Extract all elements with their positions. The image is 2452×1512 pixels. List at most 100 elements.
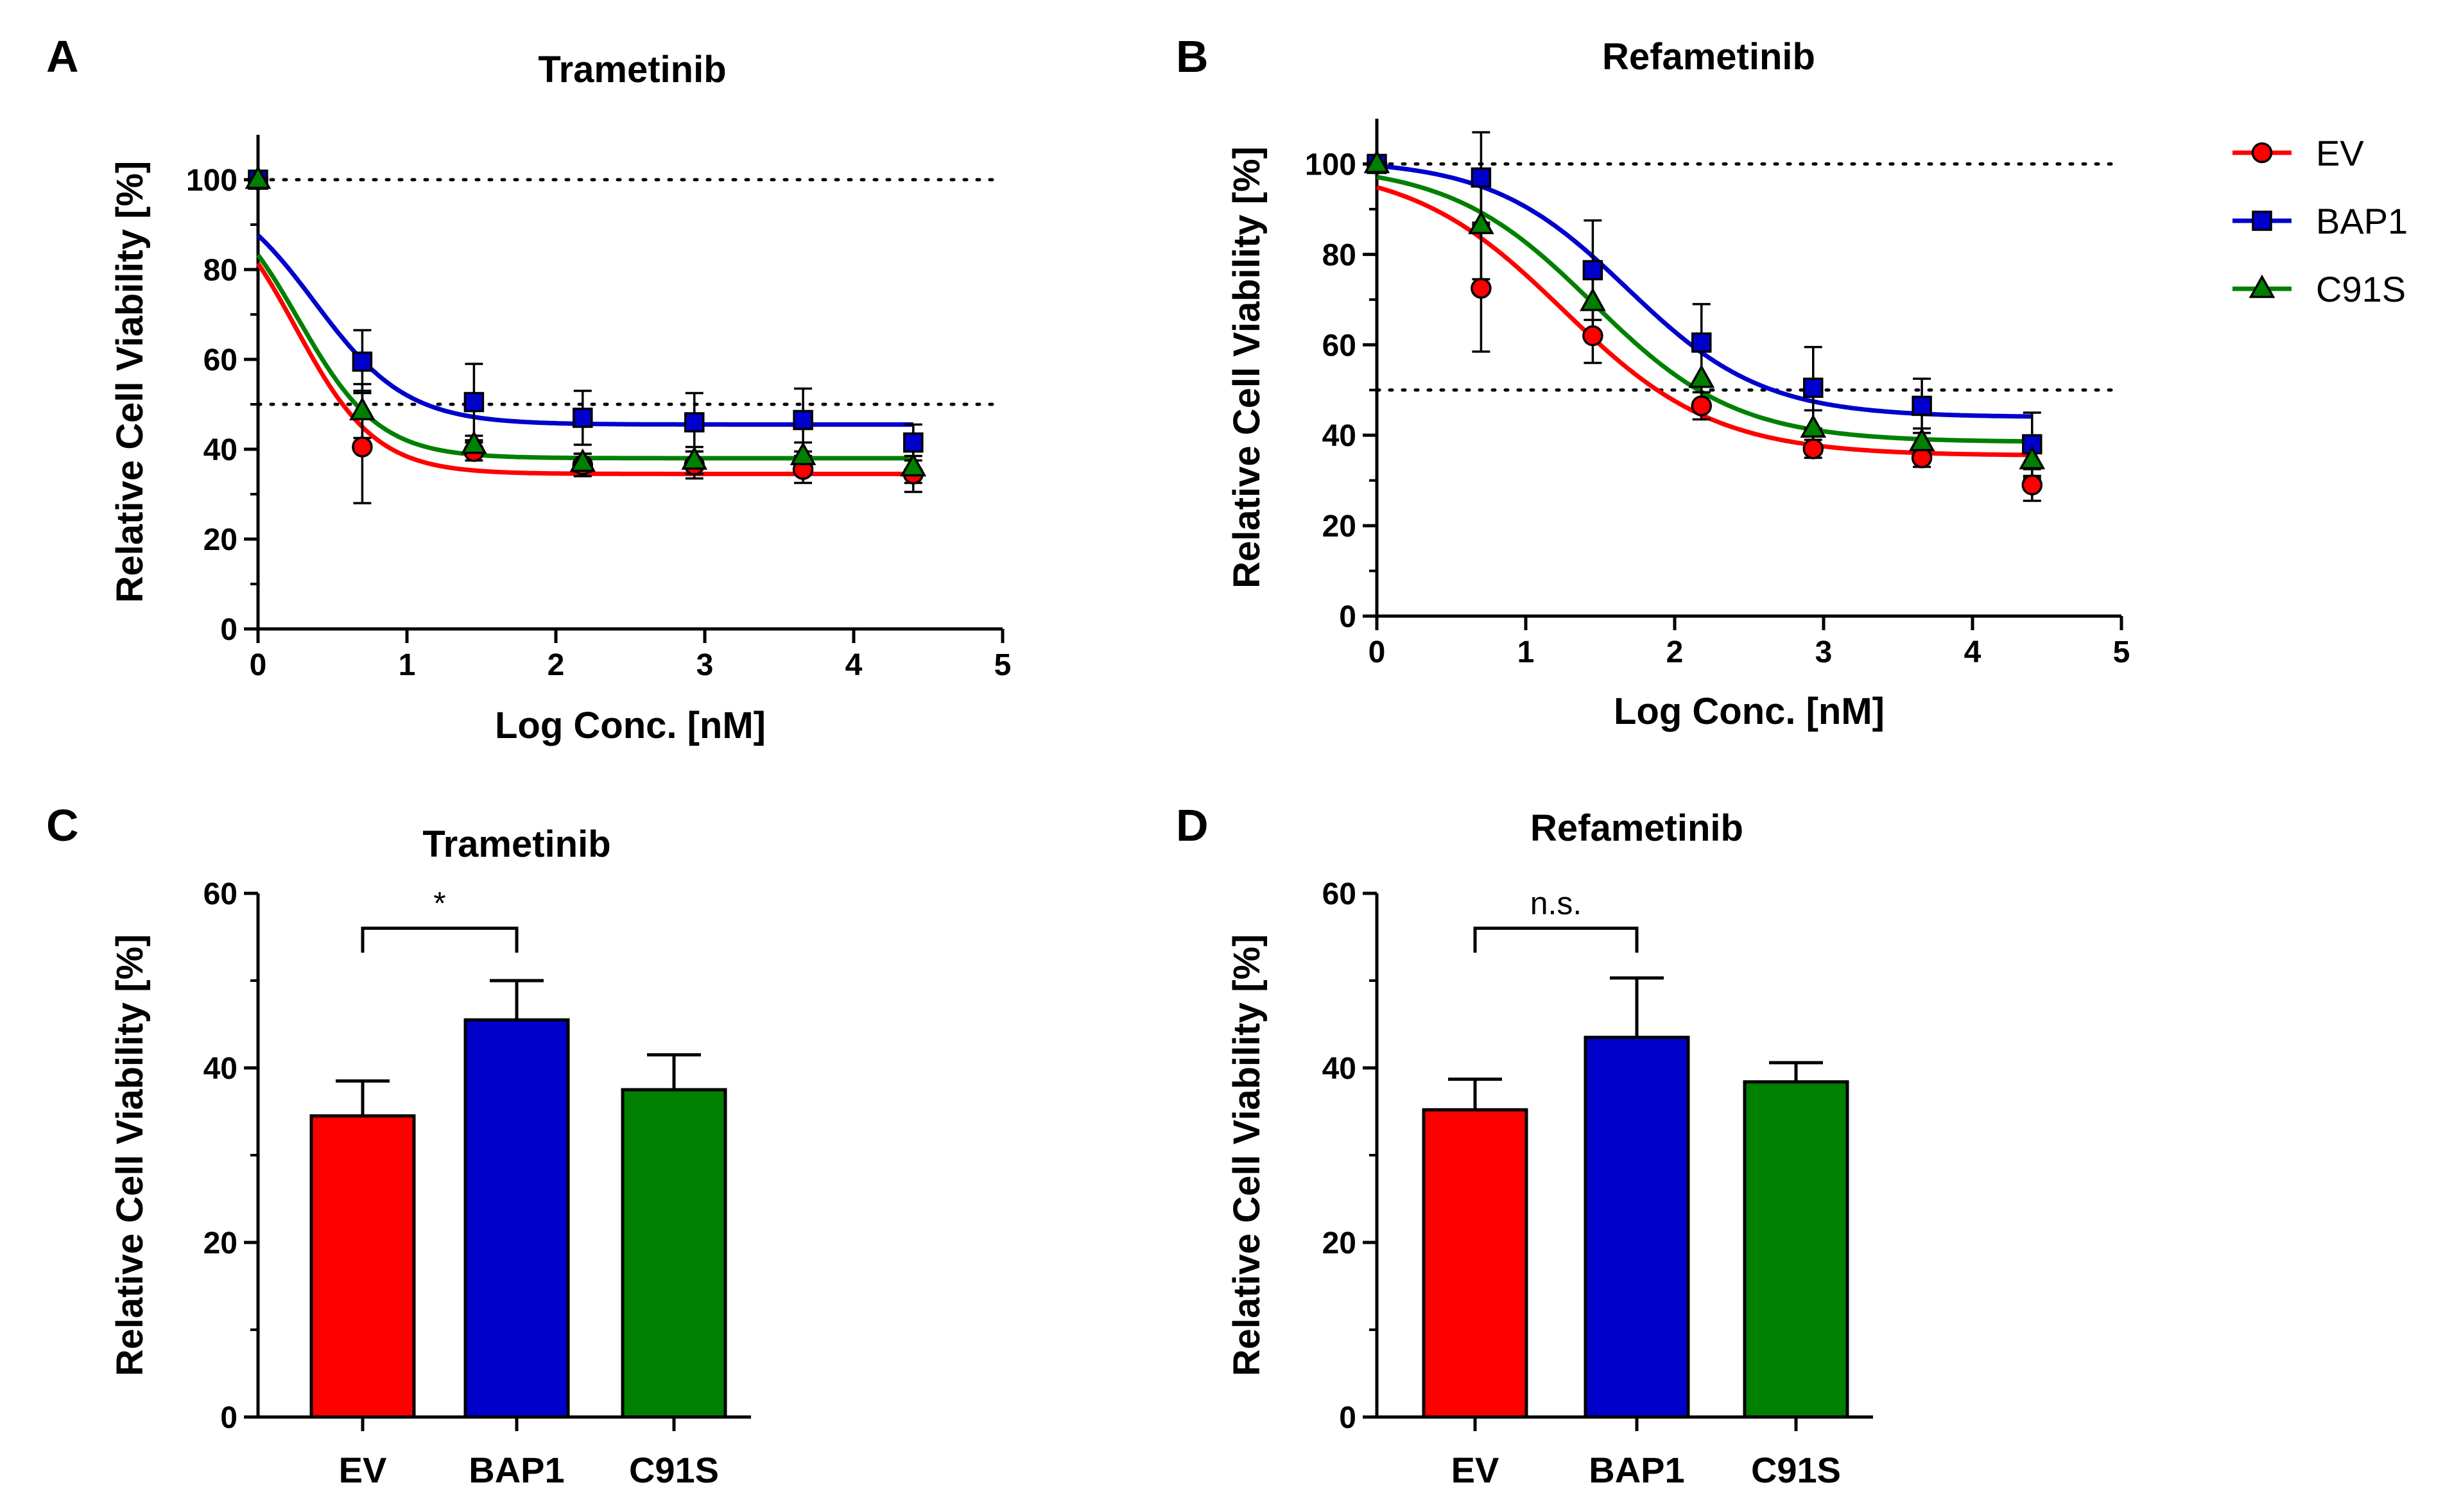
y-tick-label: 60 <box>203 343 237 377</box>
data-point-c91s <box>349 397 376 420</box>
x-tick-label: 4 <box>1964 635 1981 669</box>
category-label: C91S <box>629 1450 719 1490</box>
x-tick-label: 3 <box>696 648 714 682</box>
y-tick-label: 80 <box>203 253 237 288</box>
significance-label: n.s. <box>1530 885 1582 921</box>
x-tick-label: 2 <box>1666 635 1684 669</box>
x-tick-label: 1 <box>1517 635 1535 669</box>
x-tick-label: 0 <box>1368 635 1386 669</box>
y-axis-label: Relative Cell Viability [%] <box>1226 146 1268 588</box>
data-point-ev <box>1691 395 1713 417</box>
bar-ev <box>1422 1108 1528 1419</box>
data-point-ev <box>1582 325 1603 347</box>
category-label: EV <box>339 1450 387 1490</box>
chart-c: 0 20 40 60 Relative Cell Viability [%] EV BAP1… <box>109 877 751 1490</box>
data-point-bap1 <box>1912 395 1932 417</box>
data-point-bap1 <box>463 391 485 413</box>
data-point-c91s <box>1580 288 1606 311</box>
y-axis-label: Relative Cell Viability [%] <box>109 161 151 603</box>
panel-letter-b: B <box>1176 31 1209 82</box>
data-point-ev <box>1802 438 1824 460</box>
y-tick-label: 60 <box>1322 877 1356 911</box>
bar-c91s <box>621 1088 727 1419</box>
significance-label: * <box>433 885 445 921</box>
y-axis-label: Relative Cell Viability [%] <box>1226 934 1268 1377</box>
y-axis-label: Relative Cell Viability [%] <box>109 934 151 1377</box>
y-tick-label: 40 <box>1322 1052 1356 1086</box>
category-label: C91S <box>1751 1450 1841 1490</box>
data-point-ev <box>352 436 373 458</box>
data-point-c91s <box>461 430 487 454</box>
data-point-c91s <box>900 452 927 477</box>
data-point-c91s <box>2019 445 2046 470</box>
legend-marker-c91s <box>2249 274 2275 298</box>
chart-title-d: Refametinib <box>1530 807 1743 849</box>
y-tick-label: 80 <box>1322 238 1356 272</box>
x-axis-label: Log Conc. [nM] <box>1614 691 1885 732</box>
y-tick-label: 100 <box>186 164 237 198</box>
x-tick-label: 5 <box>994 648 1012 682</box>
chart-title-a: Trametinib <box>538 49 726 90</box>
data-point-c91s <box>245 165 272 189</box>
chart-d: 0 20 40 60 Relative Cell Viability [%] EV BAP1… <box>1226 877 1873 1490</box>
data-point-c91s <box>790 442 816 465</box>
x-tick-label: 4 <box>845 648 863 682</box>
x-axis-label: Log Conc. [nM] <box>495 705 766 746</box>
data-point-ev <box>1471 277 1492 299</box>
data-point-c91s <box>1908 427 1935 452</box>
x-tick-label: 2 <box>548 648 565 682</box>
y-tick-label: 0 <box>1339 600 1356 634</box>
chart-title-b: Refametinib <box>1602 36 1815 78</box>
x-tick-label: 3 <box>1815 635 1833 669</box>
y-tick-label: 40 <box>1322 419 1356 453</box>
data-point-c91s <box>681 446 708 470</box>
data-point-ev <box>2021 474 2043 495</box>
data-point-bap1 <box>793 409 813 431</box>
y-tick-label: 20 <box>1322 510 1356 544</box>
data-point-bap1 <box>352 351 373 372</box>
y-tick-label: 20 <box>203 1226 237 1260</box>
data-point-bap1 <box>1803 377 1824 398</box>
data-point-ev <box>1911 447 1933 468</box>
significance-bracket <box>1473 926 1639 953</box>
y-tick-label: 40 <box>203 433 237 467</box>
y-tick-label: 0 <box>220 613 237 647</box>
data-point-c91s <box>1800 414 1827 438</box>
y-tick-label: 60 <box>203 877 237 911</box>
data-point-c91s <box>1688 364 1715 388</box>
data-point-bap1 <box>684 412 705 433</box>
y-tick-label: 100 <box>1305 148 1356 182</box>
y-tick-label: 0 <box>1339 1401 1356 1435</box>
panel-letter-d: D <box>1176 800 1209 850</box>
legend-label-ev: EV <box>2316 133 2364 173</box>
significance-bracket <box>361 926 519 953</box>
panel-letter-c: C <box>46 800 79 850</box>
y-tick-label: 20 <box>203 523 237 557</box>
y-tick-label: 40 <box>203 1052 237 1086</box>
category-label: BAP1 <box>469 1450 564 1490</box>
chart-a: 0 20 40 60 80 100 Relative Cell Viability [%] 0… <box>109 135 1011 746</box>
data-point-bap1 <box>1691 332 1712 353</box>
y-tick-label: 60 <box>1322 329 1356 363</box>
panel-letter-a: A <box>46 31 79 82</box>
legend-label-c91s: C91S <box>2316 269 2406 309</box>
chart-title-c: Trametinib <box>422 823 610 865</box>
chart-b: 0 20 40 60 80 100 Relative Cell Viability [%] 0… <box>1226 119 2130 732</box>
legend-marker-bap1 <box>2252 210 2272 231</box>
bar-ev <box>309 1114 416 1419</box>
x-tick-label: 1 <box>399 648 416 682</box>
x-tick-label: 0 <box>250 648 267 682</box>
data-point-bap1 <box>903 432 924 453</box>
data-point-c91s <box>1468 210 1494 234</box>
legend-marker-ev <box>2251 142 2273 164</box>
legend: EV BAP1 C91S <box>2232 133 2408 309</box>
category-label: BAP1 <box>1589 1450 1684 1490</box>
bar-bap1 <box>1584 1035 1690 1419</box>
bar-bap1 <box>463 1018 570 1419</box>
legend-label-bap1: BAP1 <box>2316 201 2408 241</box>
data-point-bap1 <box>573 408 593 428</box>
data-point-c91s <box>569 448 596 472</box>
y-tick-label: 0 <box>220 1401 237 1435</box>
data-point-bap1 <box>1471 167 1492 188</box>
